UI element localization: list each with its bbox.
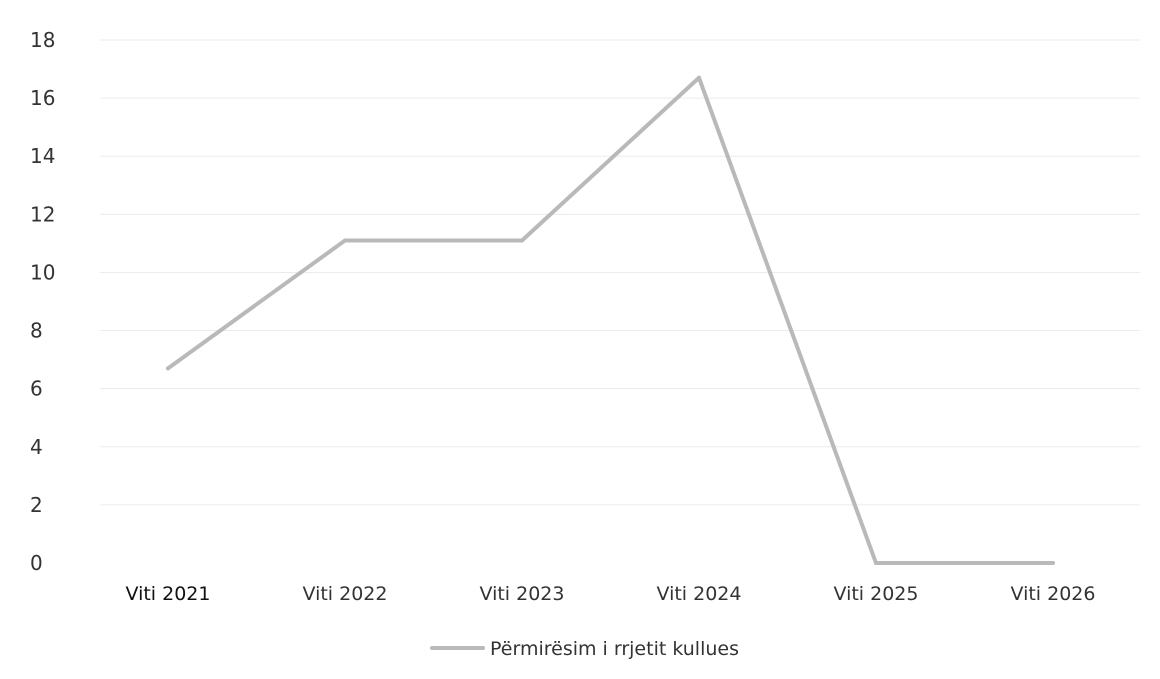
series-layer [166, 75, 1055, 565]
data-point [874, 561, 878, 565]
y-tick-label: 10 [30, 260, 55, 284]
gridlines [100, 39, 1140, 506]
y-tick-label: 16 [30, 86, 55, 110]
data-point [343, 238, 347, 243]
y-tick-label: 12 [30, 202, 55, 226]
y-axis: 0 2 4 6 8 10 12 14 16 18 [30, 28, 55, 575]
x-tick-label: Viti 2024 [657, 583, 742, 605]
y-tick-label: 0 [30, 551, 43, 575]
series-line [166, 75, 1055, 565]
data-point [520, 238, 524, 243]
x-tick-label: Viti 2022 [303, 583, 388, 605]
y-tick-label: 18 [30, 28, 55, 52]
y-tick-label: 6 [30, 377, 43, 401]
y-tick-label: 2 [30, 493, 43, 517]
y-tick-label: 4 [30, 435, 43, 459]
data-point [1051, 561, 1055, 565]
data-point [697, 75, 701, 80]
y-tick-label: 14 [30, 144, 55, 168]
x-tick-label: Viti 2023 [480, 583, 565, 605]
x-tick-label: Viti 2021 [126, 583, 211, 605]
data-point [166, 366, 170, 371]
x-tick-label: Viti 2025 [834, 583, 919, 605]
legend: Përmirësim i rrjetit kullues [430, 638, 739, 660]
y-tick-label: 8 [30, 319, 43, 343]
legend-label: Përmirësim i rrjetit kullues [490, 638, 739, 660]
x-tick-label: Viti 2026 [1011, 583, 1096, 605]
x-axis: Viti 2021 Viti 2022 Viti 2023 Viti 2024 Viti… [126, 583, 1096, 605]
